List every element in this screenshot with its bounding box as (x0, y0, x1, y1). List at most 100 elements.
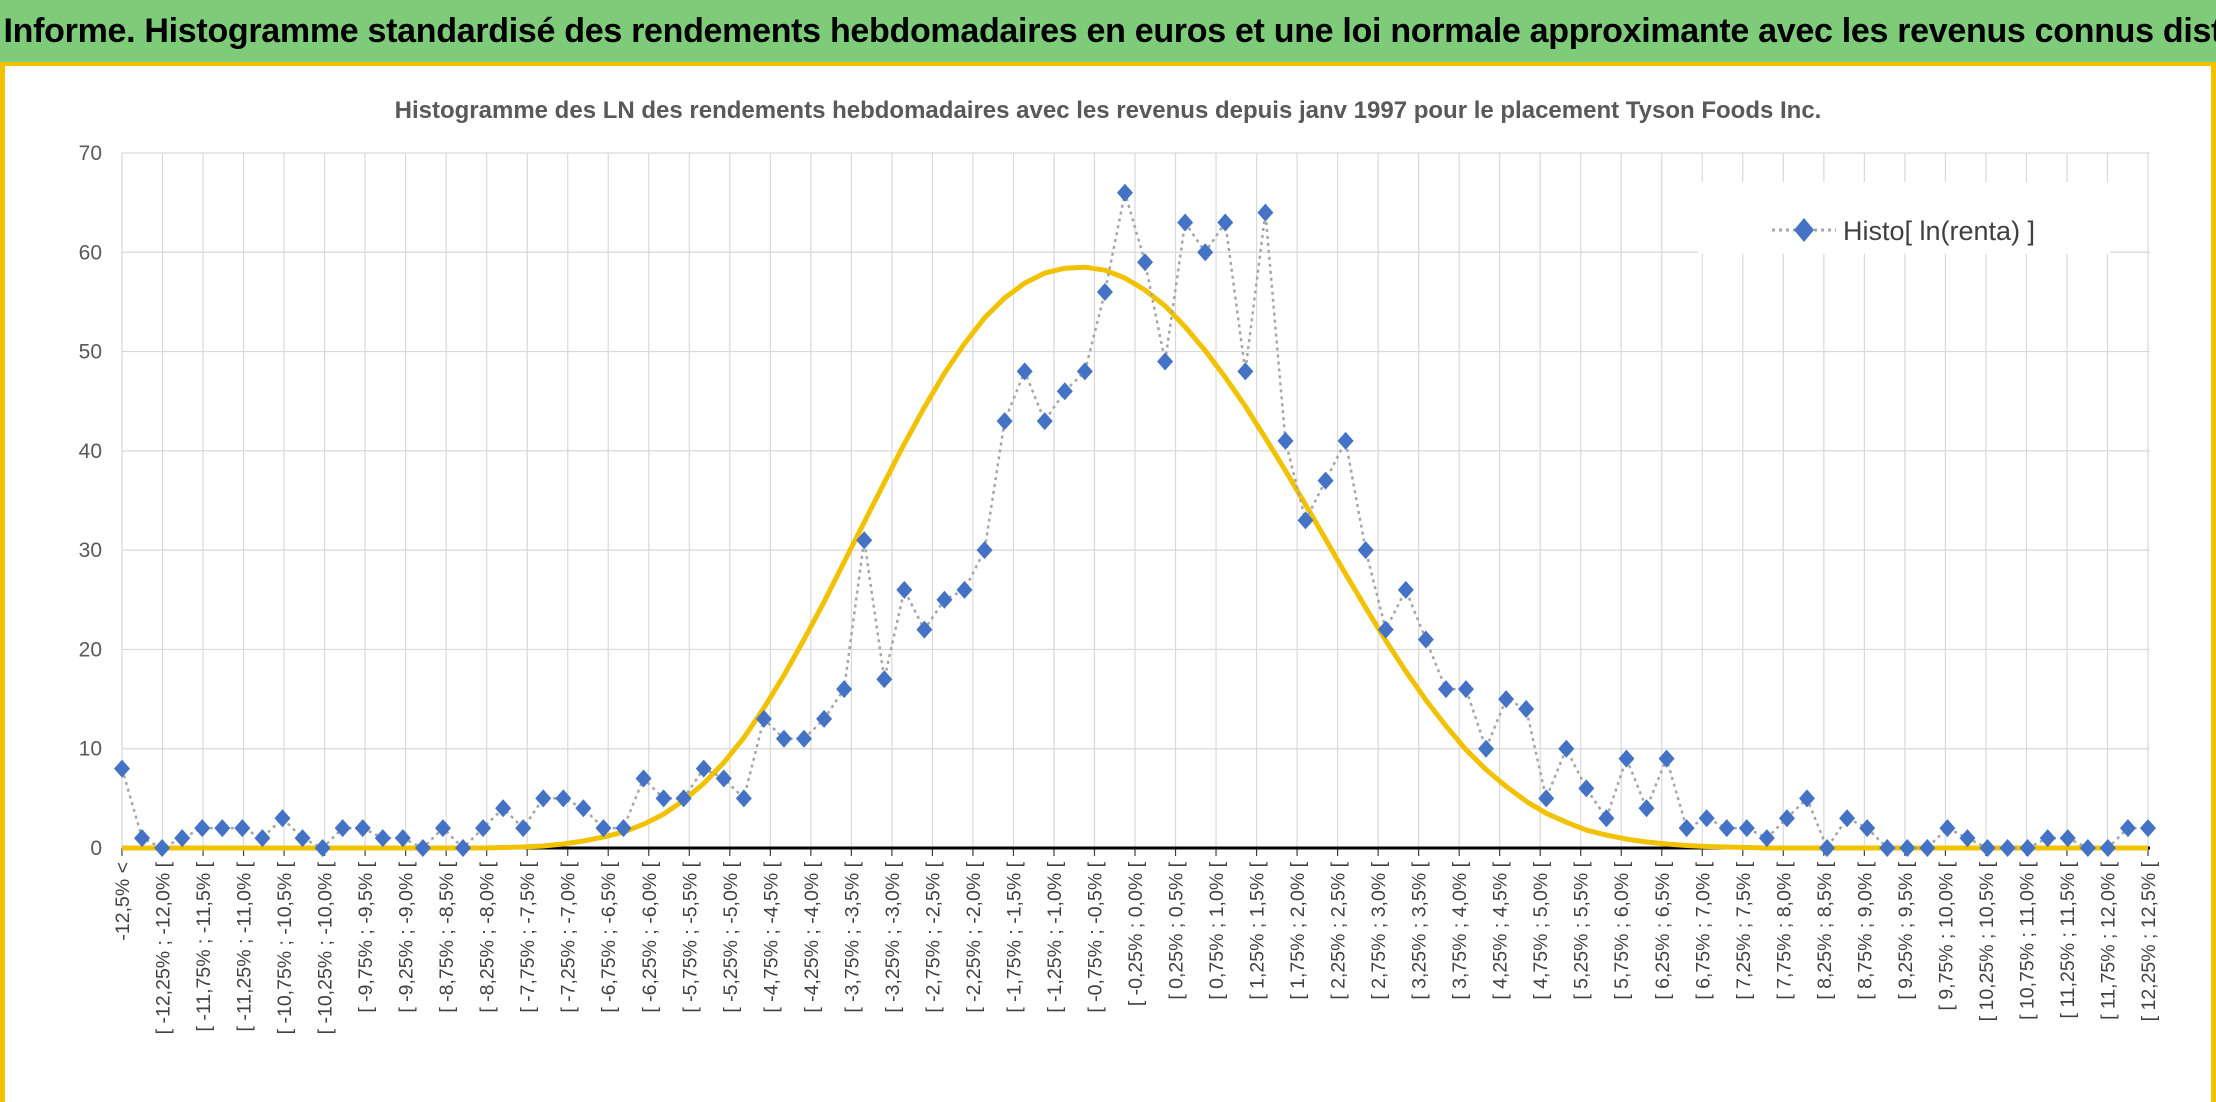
x-tick-label: [ 0,75% ; 1,0% [ (1206, 861, 1228, 999)
y-tick-label: 70 (79, 142, 102, 165)
x-tick-label: [ 8,25% ; 8,5% [ (1814, 861, 1836, 999)
histogram-point (1618, 749, 1635, 768)
histogram-point (2039, 829, 2056, 848)
x-tick-label: [ 4,25% ; 4,5% [ (1490, 861, 1512, 999)
histogram-point (555, 789, 572, 808)
histogram-point (936, 590, 953, 609)
histogram-point (1217, 213, 1234, 232)
x-tick-label: [ -2,25% ; -2,0% [ (963, 861, 985, 1012)
x-tick-label: [ -5,75% ; -5,5% [ (679, 861, 701, 1012)
histogram-point (1257, 203, 1274, 222)
histogram-point (1698, 809, 1715, 828)
histogram-point (154, 839, 171, 857)
gridlines (121, 152, 2150, 849)
histogram-point (575, 799, 592, 818)
x-tick-label: [ 7,75% ; 8,0% [ (1773, 861, 1795, 999)
histogram-point (2059, 829, 2076, 848)
histogram-point (1016, 362, 1033, 381)
x-tick-label: [ 5,25% ; 5,5% [ (1571, 861, 1593, 999)
y-tick-label: 20 (79, 638, 102, 661)
histogram-point (876, 670, 893, 689)
histogram-point (775, 729, 792, 748)
y-tick-label: 10 (79, 738, 102, 761)
histogram-point (796, 729, 813, 748)
histogram-point (956, 580, 973, 599)
y-tick-label: 60 (79, 241, 102, 264)
histogram-point (434, 819, 451, 838)
y-tick-label: 40 (79, 440, 102, 463)
x-tick-label: [ 1,25% ; 1,5% [ (1247, 861, 1269, 999)
histogram-series (114, 183, 2156, 857)
x-tick-label: [ 2,25% ; 2,5% [ (1328, 861, 1350, 999)
histogram-point (2119, 819, 2136, 838)
x-tick-label: [ -1,75% ; -1,5% [ (1003, 861, 1025, 1012)
histogram-point (615, 819, 632, 838)
histogram-point (194, 819, 211, 838)
histogram-point (735, 789, 752, 808)
x-tick-label: [ -0,75% ; -0,5% [ (1084, 861, 1106, 1012)
histogram-point (455, 839, 472, 857)
histogram-point (755, 709, 772, 728)
histogram-point (1357, 541, 1374, 560)
x-tick-label: [ 5,75% ; 6,0% [ (1611, 861, 1633, 999)
histogram-point (294, 829, 311, 848)
x-tick-label: [ -6,25% ; -6,0% [ (639, 861, 661, 1012)
histogram-point (1036, 412, 1053, 431)
histogram-point (495, 799, 512, 818)
x-tick-label: [ -11,25% ; -11,0% [ (234, 861, 256, 1031)
x-tick-label: [ -9,25% ; -9,0% [ (396, 861, 418, 1012)
histogram-point (1658, 749, 1675, 768)
histogram-point (1397, 580, 1414, 599)
histogram-point (374, 829, 391, 848)
histogram-point (1518, 700, 1535, 718)
histogram-point (1638, 799, 1655, 818)
histogram-point (1417, 630, 1434, 649)
x-tick-label: [ -4,75% ; -4,5% [ (760, 861, 782, 1012)
histogram-point (1177, 213, 1194, 232)
x-tick-label: -12,5% < (112, 862, 134, 941)
histogram-point (1879, 839, 1896, 857)
histogram-point (1798, 789, 1815, 808)
histogram-point (1778, 809, 1795, 828)
x-tick-label: [ -3,75% ; -3,5% [ (841, 861, 863, 1012)
histogram-point (1819, 839, 1836, 857)
histogram-point (394, 829, 411, 848)
histogram-point (1437, 680, 1454, 699)
legend-marker (1794, 218, 1814, 242)
histogram-point (1116, 183, 1133, 202)
histogram-point (1297, 511, 1314, 530)
histogram-point (414, 839, 431, 857)
histogram-point (836, 680, 853, 699)
histogram-point (695, 759, 712, 778)
y-axis-ticks: 0 10 20 30 40 50 60 70 (79, 142, 102, 860)
histogram-point (916, 620, 933, 639)
histogram-point (1939, 819, 1956, 838)
histogram-point (475, 819, 492, 838)
histogram-point (2140, 819, 2156, 838)
histogram-point (1056, 382, 1073, 401)
y-tick-label: 50 (79, 341, 102, 364)
histogram-point (515, 819, 532, 838)
histogram-point (334, 819, 351, 838)
histogram-point (715, 769, 732, 788)
histogram-point (354, 819, 371, 838)
legend-label: Histo[ ln(renta) ] (1843, 216, 2035, 246)
x-tick-label: [ 11,25% ; 11,5% [ (2057, 861, 2079, 1018)
histogram-point (635, 769, 652, 788)
x-tick-label: [ 10,75% ; 11,0% [ (2016, 861, 2038, 1019)
y-tick-label: 0 (90, 837, 102, 860)
x-tick-label: [ -1,25% ; -1,0% [ (1044, 861, 1066, 1012)
x-tick-label: [ -2,75% ; -2,5% [ (922, 861, 944, 1012)
histogram-point (1457, 680, 1474, 699)
histogram-point (976, 541, 993, 560)
x-tick-label: [ 9,25% ; 9,5% [ (1895, 861, 1917, 999)
histogram-point (535, 789, 552, 808)
x-tick-label: [ 1,75% ; 2,0% [ (1287, 861, 1309, 999)
y-tick-label: 30 (79, 539, 102, 562)
histogram-point (1137, 253, 1154, 272)
histogram-point (234, 819, 251, 838)
histogram-point (1197, 243, 1214, 262)
histogram-point (2079, 839, 2096, 857)
histogram-point (1598, 809, 1615, 828)
x-tick-label: [ 0,25% ; 0,5% [ (1166, 861, 1188, 999)
